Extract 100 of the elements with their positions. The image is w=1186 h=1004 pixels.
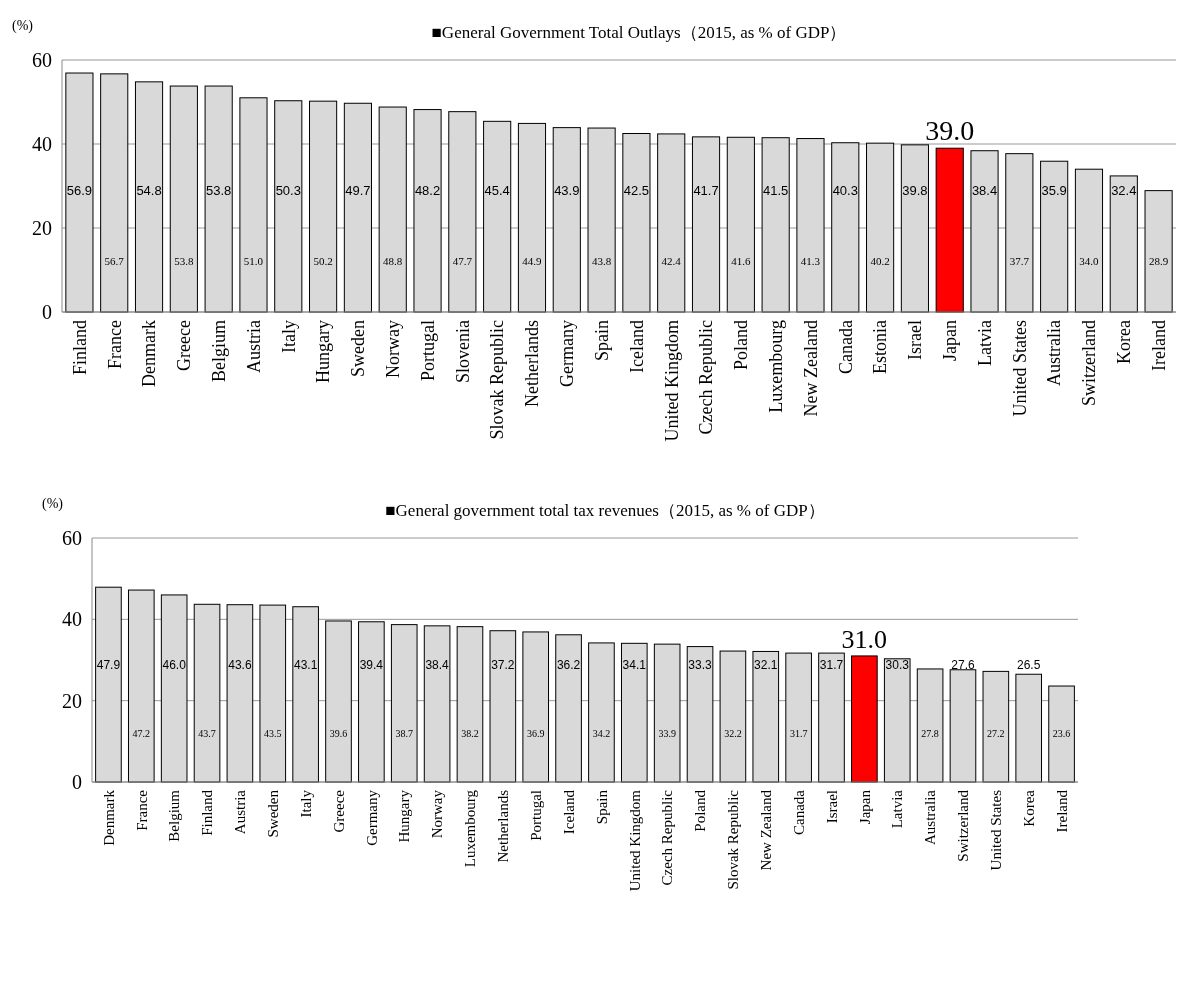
x-tick-label: Germany [557,320,578,387]
bar [358,621,385,783]
bar [657,133,686,313]
data-label: 43.1 [293,657,318,672]
x-tick-label: Finland [199,789,216,836]
x-tick-label: Iceland [626,320,647,373]
bar [1015,673,1043,783]
x-tick-label: Latvia [889,789,906,829]
chart-title: ■General Government Total Outlays（2015, as % of GDP） [431,23,847,42]
data-label: 39.6 [329,727,348,739]
bar [193,603,221,783]
x-tick-label: Hungary [396,789,413,843]
bar [719,650,747,783]
data-label: 45.4 [484,182,510,198]
data-label: 40.3 [832,182,858,198]
bar [134,81,164,313]
y-tick-label: 60 [62,527,82,549]
data-label: 48.8 [383,255,403,268]
bar [456,626,484,783]
x-tick-label: Greece [174,319,195,371]
data-label: 56.7 [104,255,125,268]
x-tick-label: Slovak Republic [725,789,742,890]
bar [100,73,129,313]
x-tick-label: Austria [232,789,249,835]
data-label: 39.8 [902,182,928,198]
bar [226,604,254,783]
bar [413,109,442,313]
x-tick-label: United States [1009,320,1030,417]
data-label: 39.4 [359,657,384,672]
y-axis-title: (%) [42,496,64,512]
data-label: 49.7 [345,182,371,198]
bar [204,85,233,313]
data-label: 41.6 [731,255,751,268]
data-label: 50.2 [313,255,333,268]
x-tick-label: Estonia [870,320,891,374]
data-label: 56.9 [66,182,93,198]
data-label: 23.6 [1052,727,1071,739]
x-tick-label: Denmark [100,789,117,846]
x-tick-label: France [104,320,125,369]
bar [160,594,188,783]
data-label: 43.8 [591,255,612,268]
bar [448,111,477,313]
x-tick-label: Switzerland [955,789,972,862]
y-tick-label: 0 [72,771,82,793]
data-label: 47.7 [452,255,473,268]
x-tick-label: Spain [593,789,610,825]
bar [390,624,418,783]
chart-title: ■General government total tax revenues（2015, as % of GDP） [385,501,825,520]
x-tick-label: Luxembourg [462,789,479,868]
bar [752,650,780,783]
data-label: 33.3 [688,657,713,672]
bar [259,604,287,783]
bar [1040,160,1069,313]
x-tick-label: Canada [790,789,807,835]
x-tick-label: Poland [731,320,752,371]
x-tick-label: Portugal [527,790,544,841]
data-label: 40.2 [870,255,890,268]
data-label: 38.4 [971,182,998,198]
data-label: 37.2 [491,657,515,672]
x-tick-label: New Zealand [758,789,775,871]
bar [274,100,303,313]
bar [239,97,268,313]
x-tick-label: Slovenia [452,320,473,383]
bar [949,669,977,783]
bar [587,127,616,313]
bar [691,136,721,313]
x-tick-label: United Kingdom [661,320,682,442]
bar [935,147,964,313]
data-label: 32.4 [1111,182,1137,198]
x-tick-label: Spain [591,320,612,362]
data-label: 42.4 [661,255,682,268]
data-label: 48.2 [414,182,441,198]
data-label: 41.5 [763,182,789,198]
y-tick-label: 20 [62,689,82,712]
x-tick-label: Italy [278,320,299,353]
bar [555,634,582,783]
x-tick-label: United Kingdom [626,789,643,892]
y-tick-label: 0 [42,301,52,323]
x-tick-label: Luxembourg [765,320,786,413]
data-label: 41.3 [800,255,821,268]
y-axis-title: (%) [12,18,34,34]
x-tick-label: Israel [905,320,926,360]
data-label: 50.3 [275,182,301,198]
data-label: 31.7 [789,727,808,739]
x-tick-label: Latvia [974,320,995,366]
x-tick-label: Belgium [166,789,183,842]
bar [483,120,512,313]
bar [883,658,911,783]
x-tick-label: United States [988,789,1005,871]
bar [982,670,1010,783]
x-tick-label: Japan [940,320,961,361]
bar [916,668,944,783]
bar [309,100,338,313]
bar [900,144,929,313]
bar [785,652,812,783]
data-label: 34.2 [592,727,611,739]
data-label: 46.0 [162,657,187,672]
bar [1144,190,1173,313]
x-tick-label: Italy [297,789,314,818]
x-tick-label: Switzerland [1079,320,1100,406]
